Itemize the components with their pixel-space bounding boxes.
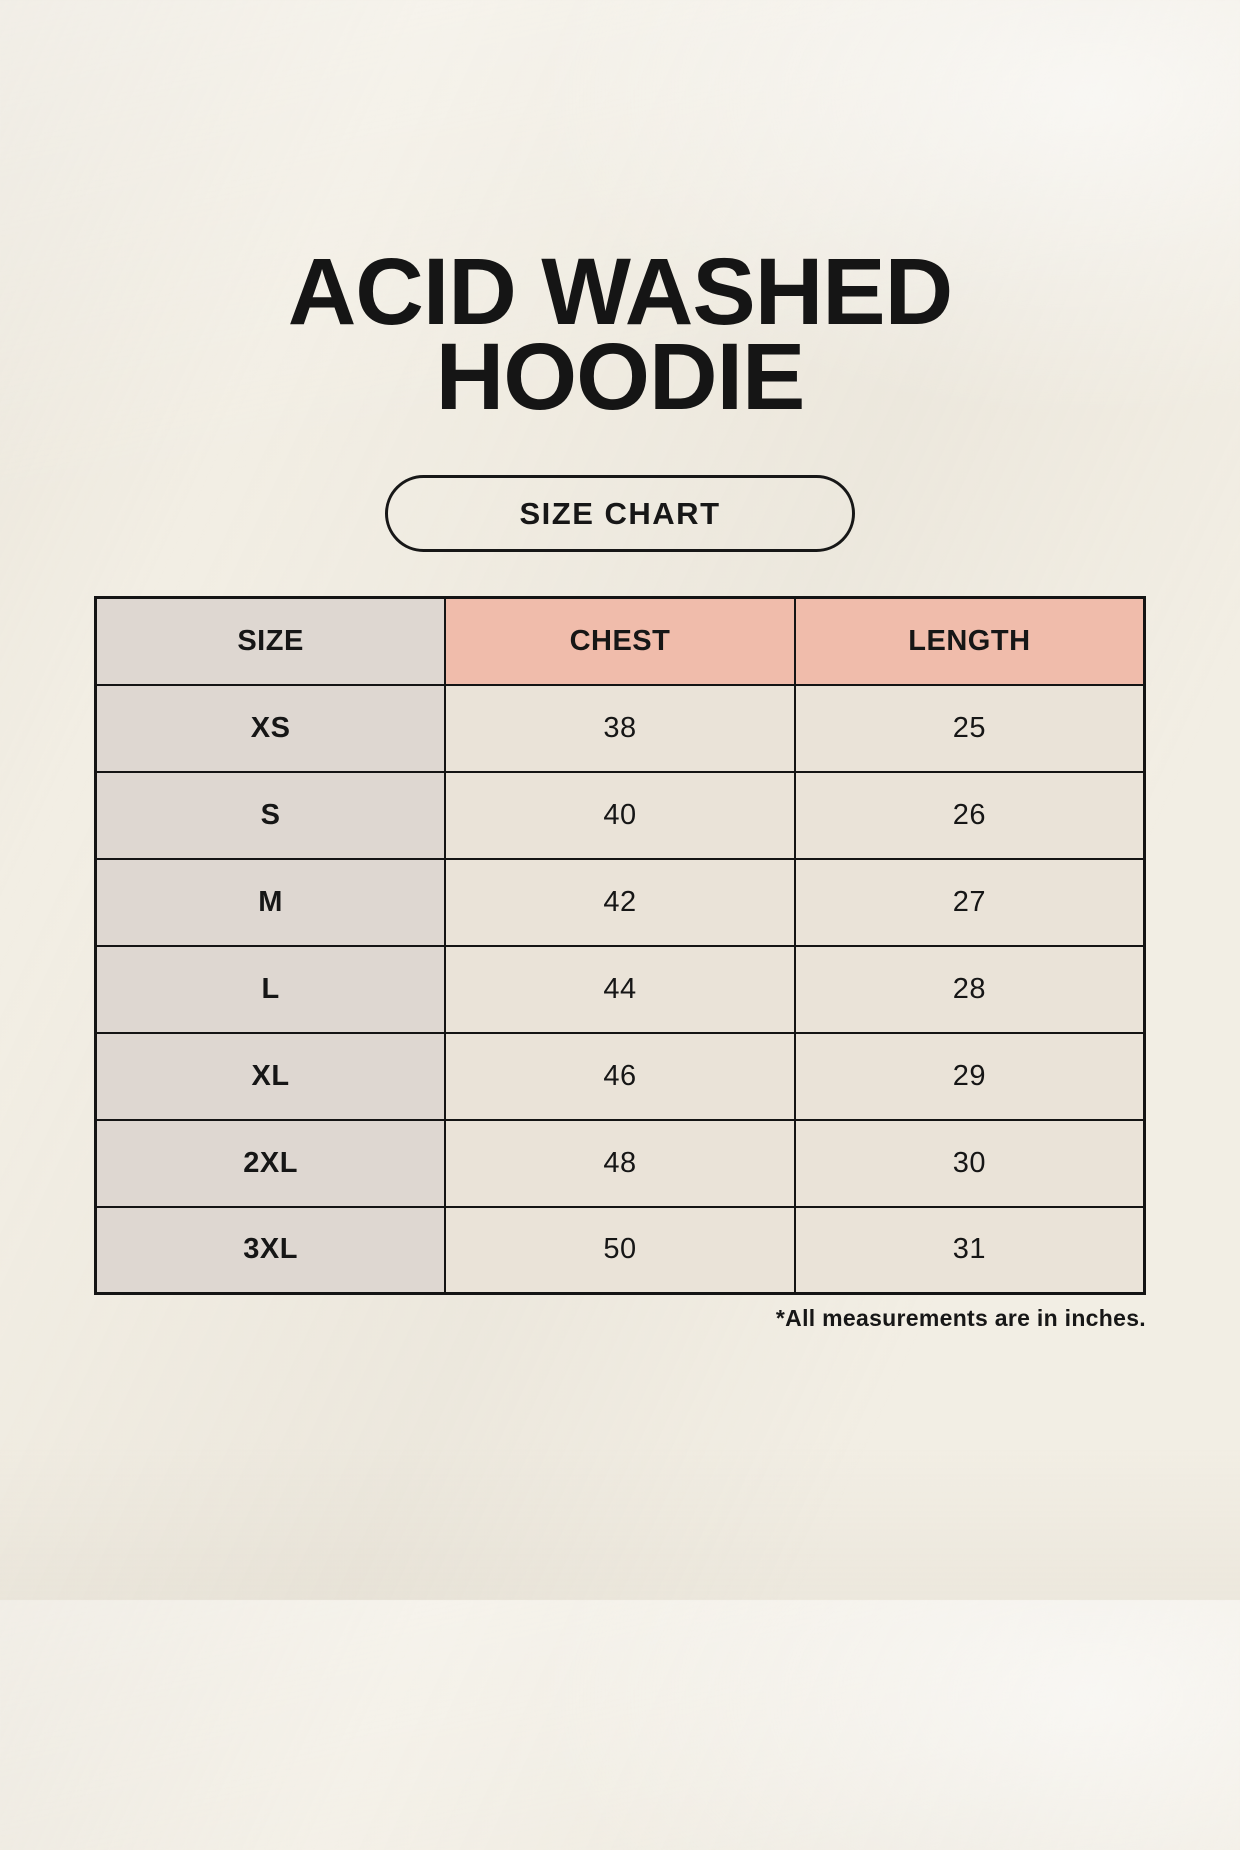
table-row: 3XL 50 31 bbox=[94, 1205, 1146, 1295]
chest-value-3xl: 50 bbox=[444, 1205, 796, 1295]
size-chart-button-label: SIZE CHART bbox=[519, 495, 721, 531]
length-value-m: 27 bbox=[793, 857, 1146, 947]
page-title-line2: HOODIE bbox=[435, 323, 806, 430]
size-label-3xl: 3XL bbox=[94, 1205, 447, 1295]
length-value-xl: 29 bbox=[793, 1031, 1146, 1121]
length-value-3xl: 31 bbox=[793, 1205, 1146, 1295]
size-chart-table-container: SIZE CHEST LENGTH XS 38 25 S 40 26 M 42 … bbox=[94, 596, 1146, 1296]
size-chart-table: SIZE CHEST LENGTH XS 38 25 S 40 26 M 42 … bbox=[94, 596, 1146, 1296]
table-row: XL 46 29 bbox=[94, 1031, 1146, 1121]
size-label-m: M bbox=[94, 857, 447, 947]
table-row: M 42 27 bbox=[94, 857, 1146, 947]
page-title-line1: ACID WASHED bbox=[287, 239, 954, 345]
chest-value-s: 40 bbox=[444, 770, 796, 860]
length-value-xs: 25 bbox=[793, 683, 1146, 773]
size-label-s: S bbox=[94, 770, 447, 860]
size-label-2xl: 2XL bbox=[94, 1118, 447, 1208]
length-value-2xl: 30 bbox=[793, 1118, 1146, 1208]
chest-value-xl: 46 bbox=[444, 1031, 796, 1121]
length-value-l: 28 bbox=[793, 944, 1146, 1034]
table-header-row: SIZE CHEST LENGTH bbox=[94, 596, 1146, 686]
header-length: LENGTH bbox=[793, 596, 1146, 686]
header-size: SIZE bbox=[94, 596, 447, 686]
size-label-xs: XS bbox=[94, 683, 447, 773]
table-row: S 40 26 bbox=[94, 770, 1146, 860]
table-row: 2XL 48 30 bbox=[94, 1118, 1146, 1208]
size-chart-button[interactable]: SIZE CHART bbox=[385, 475, 855, 553]
table-row: XS 38 25 bbox=[94, 683, 1146, 773]
chest-value-m: 42 bbox=[444, 857, 796, 947]
header-chest: CHEST bbox=[444, 596, 796, 686]
chest-value-2xl: 48 bbox=[444, 1118, 796, 1208]
length-value-s: 26 bbox=[793, 770, 1146, 860]
page-title: ACID WASHED HOODIE bbox=[0, 245, 1240, 425]
chest-value-l: 44 bbox=[444, 944, 796, 1034]
table-row: L 44 28 bbox=[94, 944, 1146, 1034]
chest-value-xs: 38 bbox=[444, 683, 796, 773]
measurements-footnote: *All measurements are in inches. bbox=[775, 1305, 1146, 1332]
size-label-l: L bbox=[94, 944, 447, 1034]
size-label-xl: XL bbox=[94, 1031, 447, 1121]
